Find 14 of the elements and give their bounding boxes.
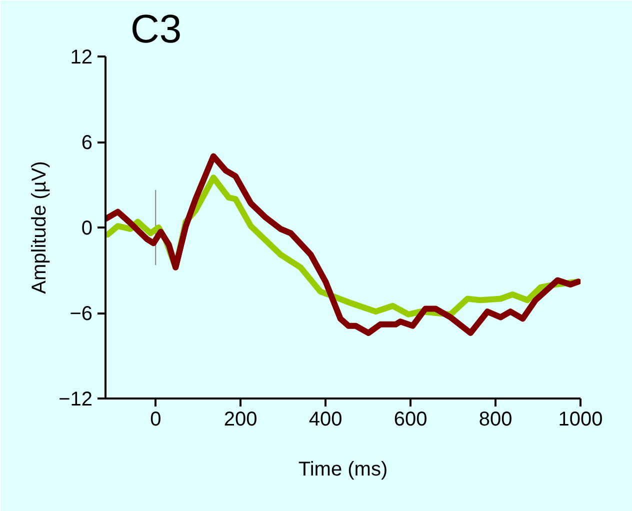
y-tick-label: −6 bbox=[70, 303, 93, 325]
x-tick-label: 1000 bbox=[558, 408, 603, 430]
x-tick-label: 0 bbox=[150, 408, 162, 430]
x-tick-label: 400 bbox=[308, 408, 342, 430]
y-tick-label: 6 bbox=[81, 132, 92, 154]
x-tick-label: 200 bbox=[224, 408, 258, 430]
y-tick-label: 12 bbox=[70, 46, 93, 68]
y-tick-label: −12 bbox=[58, 388, 93, 410]
y-axis-title: Amplitude (µV) bbox=[28, 161, 51, 294]
y-tick-label: 0 bbox=[81, 218, 92, 240]
x-tick-label: 800 bbox=[478, 408, 512, 430]
x-tick-label: 600 bbox=[394, 408, 428, 430]
x-axis-title: Time (ms) bbox=[298, 458, 388, 480]
chart-title: C3 bbox=[130, 8, 182, 52]
